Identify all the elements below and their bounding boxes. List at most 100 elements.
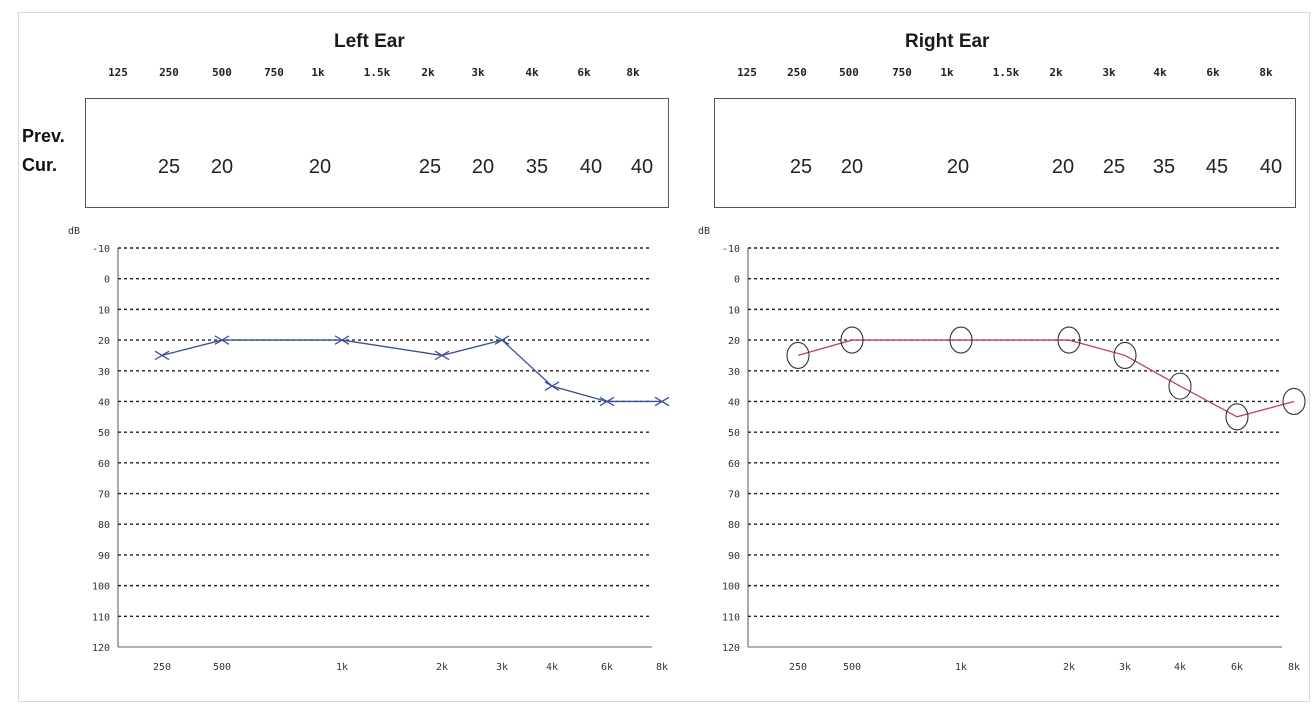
right-ear-title: Right Ear (905, 31, 990, 52)
y-tick-label-90: 90 (98, 551, 110, 562)
series-line (161, 339, 662, 403)
left-ear-audiogram: dB -10 0 10 20 30 40 50 60 70 80 90 100 110 120 250 500 1… (68, 226, 670, 673)
freq-header-1.5k: 1.5k (363, 66, 391, 79)
y-tick-label-60: 60 (728, 459, 740, 470)
data-point-2k (434, 350, 450, 361)
freq-header-8k: 8k (626, 66, 640, 79)
y-tick-label-30: 30 (98, 367, 110, 378)
y-tick-label-50: 50 (728, 428, 740, 439)
data-point-6k (1225, 403, 1249, 431)
x-tick-label-500: 500 (843, 662, 861, 673)
freq-header-750: 750 (264, 66, 284, 79)
y-tick-label-60: 60 (98, 459, 110, 470)
y-tick-label-70: 70 (728, 490, 740, 501)
y-tick-label-120: 120 (722, 643, 740, 654)
freq-header-1.5k: 1.5k (992, 66, 1020, 79)
freq-header-250: 250 (787, 66, 807, 79)
data-point-1k (334, 335, 350, 345)
freq-header-500: 500 (839, 66, 859, 79)
x-tick-label-1k: 1k (336, 662, 348, 673)
y-tick-label-110: 110 (722, 612, 740, 623)
data-point-1k (949, 326, 973, 354)
current-value-3k: 25 (1102, 156, 1126, 178)
current-value-2k: 25 (418, 156, 442, 178)
data-point-6k (599, 396, 615, 407)
left-ear-title: Left Ear (334, 31, 405, 52)
x-tick-label-2k: 2k (436, 662, 448, 673)
y-tick-label-10: 10 (728, 305, 740, 316)
current-value-4k: 35 (525, 156, 549, 178)
x-tick-label-500: 500 (213, 662, 231, 673)
data-point-4k (1168, 372, 1192, 400)
x-tick-label-4k: 4k (546, 662, 558, 673)
y-tick-label-0: 0 (104, 275, 110, 286)
freq-header-4k: 4k (1153, 66, 1167, 79)
y-axis-label: dB (68, 226, 80, 237)
freq-header-750: 750 (892, 66, 912, 79)
freq-header-1k: 1k (311, 66, 325, 79)
x-tick-label-1k: 1k (955, 662, 967, 673)
series-line (797, 339, 1295, 418)
current-value-500: 20 (840, 156, 864, 178)
x-tick-label-250: 250 (153, 662, 171, 673)
data-point-2k (1057, 326, 1081, 354)
x-tick-label-8k: 8k (1288, 662, 1300, 673)
y-tick-label-50: 50 (98, 428, 110, 439)
y-tick-label-70: 70 (98, 490, 110, 501)
current-value-8k: 40 (1259, 156, 1283, 178)
freq-header-6k: 6k (1206, 66, 1220, 79)
current-value-8k: 40 (630, 156, 654, 178)
x-tick-label-8k: 8k (656, 662, 668, 673)
current-value-250: 25 (157, 156, 181, 178)
freq-header-3k: 3k (471, 66, 485, 79)
data-point-3k (1113, 341, 1137, 369)
page-border (18, 12, 1310, 702)
x-tick-label-6k: 6k (601, 662, 613, 673)
y-tick-label--10: -10 (92, 244, 110, 255)
x-tick-label-2k: 2k (1063, 662, 1075, 673)
freq-header-1k: 1k (940, 66, 954, 79)
y-tick-label-40: 40 (728, 397, 740, 408)
y-tick-label-80: 80 (98, 520, 110, 531)
x-tick-label-6k: 6k (1231, 662, 1243, 673)
cur-label: Cur. (22, 155, 58, 175)
current-value-1k: 20 (308, 156, 332, 178)
y-tick-label-30: 30 (728, 367, 740, 378)
y-tick-label-40: 40 (98, 397, 110, 408)
current-value-2k: 20 (1051, 156, 1075, 178)
y-tick-label-100: 100 (722, 582, 740, 593)
y-tick-label--10: -10 (722, 244, 740, 255)
current-value-4k: 35 (1152, 156, 1176, 178)
current-value-500: 20 (210, 156, 234, 178)
y-tick-label-100: 100 (92, 582, 110, 593)
right-values-box (714, 98, 1296, 208)
y-tick-label-20: 20 (98, 336, 110, 347)
data-point-250 (786, 341, 810, 369)
data-point-250 (154, 350, 170, 361)
prev-label: Prev. (22, 126, 65, 146)
y-tick-label-0: 0 (734, 275, 740, 286)
freq-header-3k: 3k (1102, 66, 1116, 79)
current-value-6k: 45 (1205, 156, 1229, 178)
current-value-3k: 20 (471, 156, 495, 178)
data-point-3k (494, 335, 510, 345)
current-value-6k: 40 (579, 156, 603, 178)
left-values-box (85, 98, 669, 208)
y-tick-label-110: 110 (92, 612, 110, 623)
freq-header-2k: 2k (421, 66, 435, 79)
right-ear-audiogram: dB -10 0 10 20 30 40 50 60 70 80 90 100 110 120 250 500 1… (698, 226, 1306, 673)
freq-header-250: 250 (159, 66, 179, 79)
y-tick-label-20: 20 (728, 336, 740, 347)
y-tick-label-80: 80 (728, 520, 740, 531)
x-tick-label-3k: 3k (1119, 662, 1131, 673)
data-point-4k (544, 381, 560, 391)
freq-header-500: 500 (212, 66, 232, 79)
x-tick-label-250: 250 (789, 662, 807, 673)
freq-header-6k: 6k (577, 66, 591, 79)
y-tick-label-10: 10 (98, 305, 110, 316)
data-point-8k (1282, 387, 1306, 416)
freq-header-4k: 4k (525, 66, 539, 79)
x-tick-label-3k: 3k (496, 662, 508, 673)
data-point-8k (654, 396, 670, 407)
y-tick-label-120: 120 (92, 643, 110, 654)
